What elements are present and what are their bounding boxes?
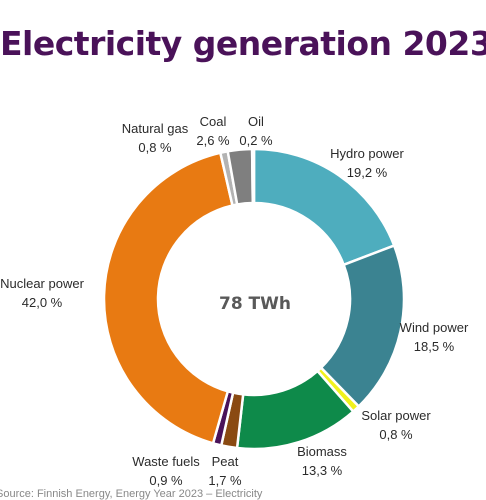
slice-name-label-biomass: Biomass bbox=[297, 444, 347, 459]
slice-value-label-solar-power: 0,8 % bbox=[379, 427, 413, 442]
slice-value-label-coal: 2,6 % bbox=[196, 133, 230, 148]
slice-value-label-oil: 0,2 % bbox=[239, 133, 273, 148]
source-note: Source: Finnish Energy, Energy Year 2023… bbox=[0, 488, 263, 500]
slice-name-label-natural-gas: Natural gas bbox=[122, 121, 189, 136]
slice-value-label-natural-gas: 0,8 % bbox=[138, 140, 172, 155]
slice-labels: Hydro power 19,2 % Wind power 18,5 % Solar p… bbox=[0, 114, 469, 488]
slice-name-label-peat: Peat bbox=[212, 454, 239, 469]
slice-nuclear-power bbox=[102, 151, 234, 445]
slice-value-label-wind-power: 18,5 % bbox=[414, 339, 455, 354]
slice-name-label-coal: Coal bbox=[200, 114, 227, 129]
donut-slices bbox=[102, 147, 406, 451]
slice-name-label-oil: Oil bbox=[248, 114, 264, 129]
slice-name-label-waste-fuels: Waste fuels bbox=[132, 454, 200, 469]
slice-value-label-waste-fuels: 0,9 % bbox=[149, 473, 183, 488]
slice-oil bbox=[250, 147, 256, 205]
chart-title: Electricity generation 2023 bbox=[0, 24, 486, 63]
slice-value-label-nuclear-power: 42,0 % bbox=[22, 295, 63, 310]
slice-value-label-peat: 1,7 % bbox=[208, 473, 242, 488]
slice-name-label-wind-power: Wind power bbox=[400, 320, 469, 335]
center-total-label: 78 TWh bbox=[219, 294, 291, 314]
slice-value-label-biomass: 13,3 % bbox=[302, 463, 343, 478]
slice-name-label-solar-power: Solar power bbox=[361, 408, 431, 423]
slice-name-label-nuclear-power: Nuclear power bbox=[0, 276, 84, 291]
slice-value-label-hydro-power: 19,2 % bbox=[347, 165, 388, 180]
slice-name-label-hydro-power: Hydro power bbox=[330, 146, 404, 161]
